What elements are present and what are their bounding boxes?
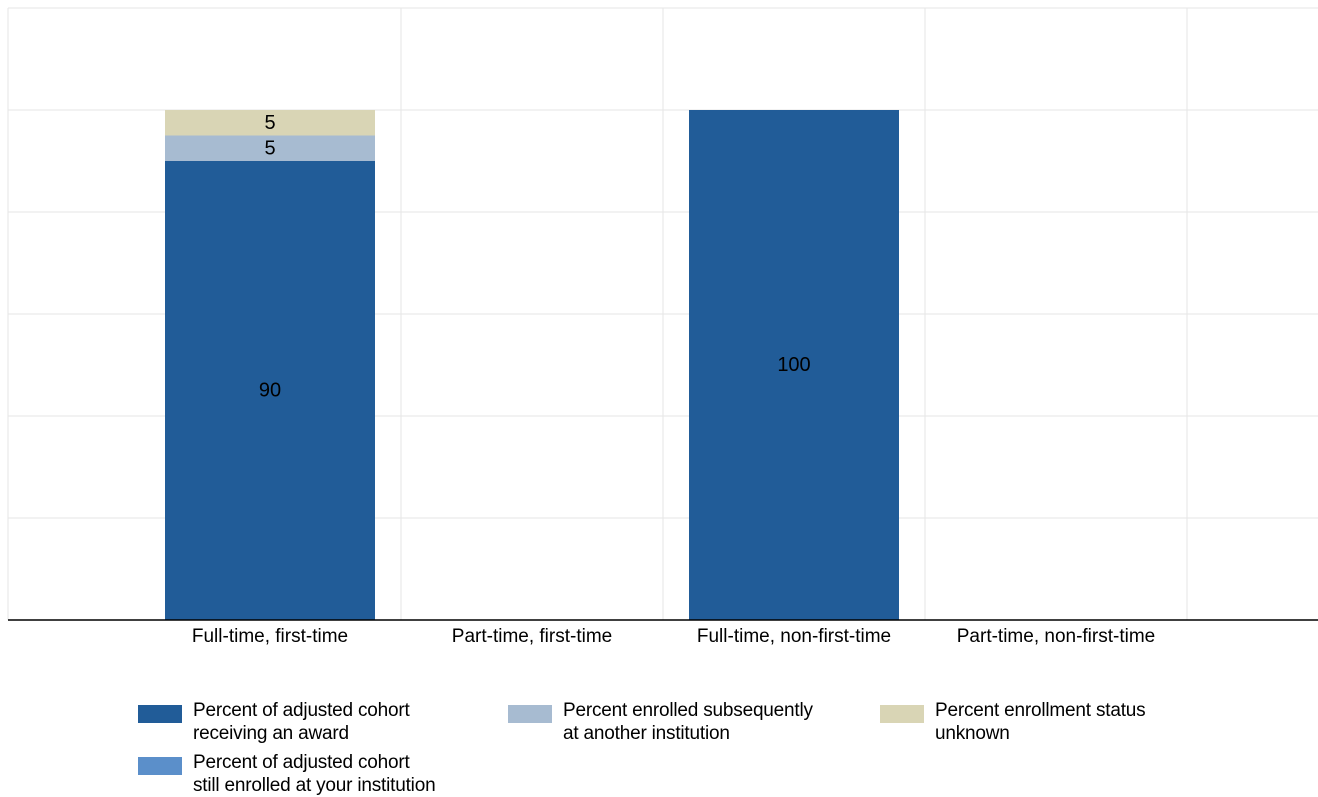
x-tick-label: Full-time, non-first-time — [697, 626, 891, 647]
data-label: 100 — [777, 354, 810, 376]
legend-item-still-enrolled: Percent of adjusted cohort still enrolle… — [138, 751, 435, 797]
data-label: 5 — [264, 112, 275, 134]
legend-label-status-unknown: Percent enrollment status unknown — [935, 699, 1145, 745]
legend-label-still-enrolled: Percent of adjusted cohort still enrolle… — [193, 751, 435, 797]
x-tick-label: Part-time, first-time — [452, 626, 612, 647]
legend-item-award: Percent of adjusted cohort receiving an … — [138, 699, 410, 745]
legend-swatch-still-enrolled — [138, 757, 182, 775]
legend-item-other-institution: Percent enrolled subsequently at another… — [508, 699, 813, 745]
x-tick-label: Part-time, non-first-time — [957, 626, 1155, 647]
data-label: 90 — [259, 380, 281, 402]
data-label: 5 — [264, 137, 275, 159]
legend-label-other-institution: Percent enrolled subsequently at another… — [563, 699, 813, 745]
x-tick-label: Full-time, first-time — [192, 626, 348, 647]
legend-swatch-other-institution — [508, 705, 552, 723]
legend-swatch-status-unknown — [880, 705, 924, 723]
legend-item-status-unknown: Percent enrollment status unknown — [880, 699, 1145, 745]
legend-label-award: Percent of adjusted cohort receiving an … — [193, 699, 410, 745]
legend-swatch-award — [138, 705, 182, 723]
x-axis-tick-labels: Full-time, first-time Part-time, first-ti… — [192, 626, 1155, 647]
